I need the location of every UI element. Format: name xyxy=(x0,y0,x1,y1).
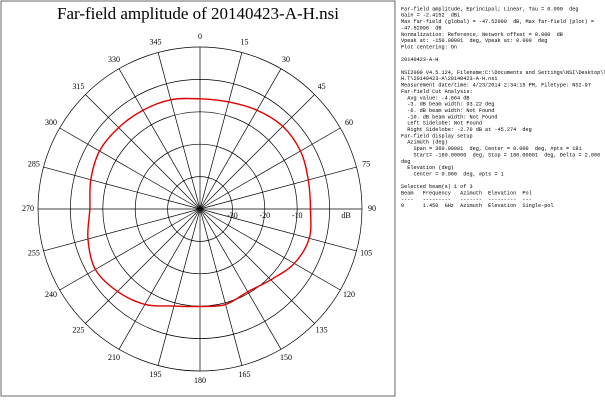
theta-tick-label: 30 xyxy=(282,55,290,64)
r-tick-label: -30 xyxy=(227,211,238,220)
theta-tick-label: 90 xyxy=(368,204,376,213)
info-line: -10. dB beam width: Not Found xyxy=(401,114,498,120)
info-line: Far-field Cut Analysis: xyxy=(401,89,473,95)
spoke xyxy=(199,68,282,210)
info-line: Gain = -2.4152 dBi xyxy=(401,13,460,19)
info-line: Avg value: -4.664 dB xyxy=(401,95,470,101)
theta-tick-label: 0 xyxy=(198,32,202,41)
info-line: Far-field display setup xyxy=(401,133,473,139)
spoke xyxy=(85,208,201,324)
spoke xyxy=(199,208,341,291)
info-line: H.T\20140423-A\20140423-A-H.nsi xyxy=(401,76,498,82)
info-line: Left Sidelobe: Not Found xyxy=(401,121,482,127)
info-line: Plot centering: On xyxy=(401,44,457,50)
info-line: 20140423-A-H xyxy=(401,57,438,63)
info-line: Start= -180.00000 deg, Stop = 180.00001 … xyxy=(401,152,600,158)
info-line: Right Sidelobe: -2.70 dB at -45.274 deg xyxy=(401,127,532,133)
spoke xyxy=(59,208,201,291)
info-line: -3. dB beam width: 93.22 deg xyxy=(401,102,494,108)
info-line: Center = 0.000 deg, #pts = 1 xyxy=(401,171,504,177)
theta-tick-label: 165 xyxy=(239,370,251,379)
r-axis-label: dB xyxy=(341,211,350,220)
info-line: Span = 360.00001 deg, Center = 0.000 deg… xyxy=(401,146,582,152)
theta-tick-label: 150 xyxy=(280,353,292,362)
theta-tick-label: 105 xyxy=(360,248,372,257)
theta-tick-label: 75 xyxy=(362,159,370,168)
spoke xyxy=(199,94,315,210)
theta-tick-label: 60 xyxy=(345,118,353,127)
info-line: ---- --------- ------- --------- --- xyxy=(401,197,532,203)
info-line: deg xyxy=(401,159,410,165)
plot-frame xyxy=(0,0,396,397)
info-line: Selected beam(s) 1 of 3 xyxy=(401,184,473,190)
series-line xyxy=(87,97,312,308)
spoke xyxy=(199,208,357,252)
info-line: Measurement date/time: 4/23/2014 2:34:15… xyxy=(401,83,591,89)
theta-tick-label: 330 xyxy=(108,55,120,64)
spoke xyxy=(118,208,201,350)
r-tick-label: -20 xyxy=(259,211,270,220)
r-tick-label: -10 xyxy=(292,211,303,220)
info-line: Vpeak at: -150.00001 deg, Vpeak at: 0.00… xyxy=(401,38,547,44)
theta-tick-label: 255 xyxy=(28,248,40,257)
theta-tick-label: 45 xyxy=(318,82,326,91)
spoke xyxy=(118,68,201,210)
theta-tick-label: 240 xyxy=(45,290,57,299)
info-line: Max far-field (global) = -47.52090 dB, M… xyxy=(401,19,594,25)
theta-tick-label: 210 xyxy=(108,353,120,362)
theta-tick-label: 270 xyxy=(22,204,34,213)
theta-tick-label: 345 xyxy=(149,38,161,47)
theta-tick-label: 195 xyxy=(149,370,161,379)
spoke xyxy=(157,208,201,366)
info-line: Elevation (deg) xyxy=(401,165,454,171)
spoke xyxy=(199,166,357,210)
info-line: -47.52096 dB xyxy=(401,25,441,31)
theta-tick-label: 180 xyxy=(194,376,206,385)
theta-tick-label: 15 xyxy=(241,38,249,47)
theta-tick-label: 135 xyxy=(316,325,328,334)
theta-tick-label: 300 xyxy=(45,118,57,127)
spoke xyxy=(43,208,201,252)
spoke xyxy=(43,166,201,210)
info-line: 0 1.450 GHz Azimuth Elevation Single-pol xyxy=(401,203,554,209)
theta-tick-label: 225 xyxy=(72,325,84,334)
theta-tick-label: 120 xyxy=(343,290,355,299)
spoke xyxy=(85,94,201,210)
spoke xyxy=(199,208,315,324)
spoke xyxy=(199,127,341,210)
spoke xyxy=(199,208,282,350)
info-line: Beam Frequency Azimuth Elevation Pol xyxy=(401,191,532,197)
info-line: -6. dB beam width: Not Found xyxy=(401,108,494,114)
info-line: NSI2000 V4.5.124, Filename:C:\Documents … xyxy=(401,70,605,76)
chart-title: Far-field amplitude of 20140423-A-H.nsi xyxy=(57,4,339,23)
spoke xyxy=(59,127,201,210)
spoke xyxy=(199,52,243,210)
spoke xyxy=(199,208,243,366)
spoke xyxy=(157,52,201,210)
theta-tick-label: 285 xyxy=(28,159,40,168)
info-line: Azimuth (deg) xyxy=(401,140,448,146)
info-line: Far-field amplitude, Eprincipal; Linear,… xyxy=(401,6,578,12)
info-line: Normalization: Reference, Network offset… xyxy=(401,32,563,38)
theta-tick-label: 315 xyxy=(72,82,84,91)
